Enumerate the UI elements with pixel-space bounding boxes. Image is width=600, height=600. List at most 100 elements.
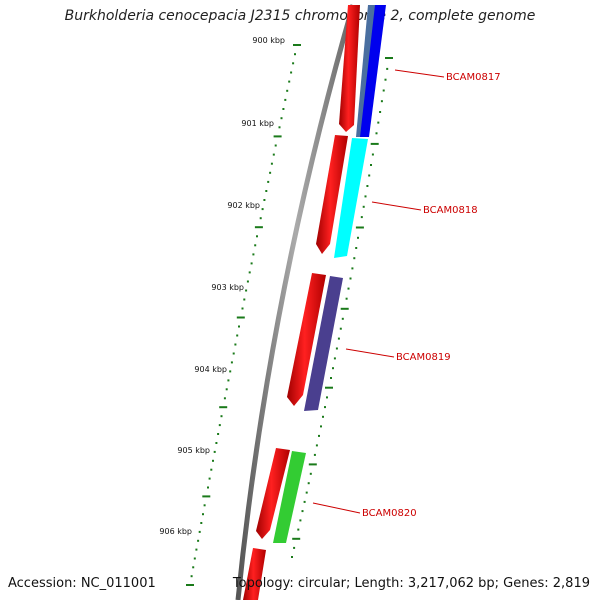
kbp-minor-tick — [208, 477, 211, 480]
gene-bar-bcam0820[interactable] — [273, 451, 306, 543]
track-tick — [362, 205, 365, 208]
kbp-minor-tick — [294, 53, 296, 56]
kbp-minor-tick — [269, 171, 272, 174]
gene-callouts — [312, 69, 445, 514]
kbp-minor-tick — [198, 530, 201, 533]
kbp-label-903: 903 kbp — [211, 283, 244, 292]
kbp-minor-tick — [234, 343, 237, 346]
track-tick — [297, 528, 300, 531]
track-tick — [340, 307, 349, 310]
kbp-minor-tick — [213, 450, 216, 453]
kbp-minor-tick — [225, 388, 228, 391]
track-tick — [330, 377, 332, 379]
track-tick — [326, 396, 328, 399]
track-tick — [339, 327, 342, 330]
kbp-minor-tick — [238, 325, 240, 328]
track-tick — [366, 185, 369, 187]
track-tick — [341, 317, 344, 320]
genome-summary-text: Topology: circular; Length: 3,217,062 bp… — [232, 576, 590, 591]
track-tick — [360, 216, 363, 219]
track-tick — [335, 347, 338, 350]
track-tick — [380, 100, 383, 103]
kbp-minor-tick — [227, 379, 230, 382]
track-tick — [345, 297, 348, 300]
track-tick — [384, 78, 387, 81]
gene-bar-bcam0818[interactable] — [334, 138, 368, 258]
gene-label-bcam0820[interactable]: BCAM0820 — [362, 508, 417, 519]
track-tick — [313, 453, 316, 456]
kbp-minor-tick — [220, 415, 223, 418]
kbp-minor-tick — [232, 352, 235, 355]
cds-red-1[interactable] — [339, 5, 360, 132]
kbp-label-906: 906 kbp — [159, 527, 192, 536]
track-tick — [371, 153, 374, 156]
kbp-minor-tick — [230, 361, 233, 364]
kbp-minor-tick — [200, 522, 203, 524]
kbp-minor-tick — [192, 566, 195, 569]
kbp-minor-tick — [284, 98, 287, 101]
track-tick — [379, 111, 382, 113]
kbp-minor-tick — [256, 235, 258, 238]
kbp-label-901: 901 kbp — [241, 119, 274, 128]
kbp-minor-tick — [203, 504, 206, 507]
track-tick — [308, 463, 317, 466]
track-tick — [364, 195, 367, 198]
kbp-minor-tick — [265, 190, 268, 192]
track-tick — [370, 164, 372, 166]
kbp-label-905: 905 kbp — [177, 446, 210, 455]
track-tick — [292, 537, 301, 540]
kbp-minor-tick — [272, 153, 275, 156]
kbp-minor-tick — [217, 433, 220, 435]
kbp-minor-tick — [193, 557, 196, 560]
track-tick — [349, 277, 352, 280]
callout-line-bcam0818 — [371, 201, 422, 211]
kbp-minor-tick — [190, 575, 193, 578]
kbp-minor-tick — [197, 539, 200, 542]
gene-label-bcam0817[interactable]: BCAM0817 — [446, 72, 501, 83]
track-tick — [301, 510, 304, 513]
gene-labels: BCAM0817 BCAM0818 BCAM0819 BCAM0820 — [362, 72, 501, 519]
track-tick — [377, 121, 380, 124]
gene-label-bcam0819[interactable]: BCAM0819 — [396, 352, 451, 363]
track-tick — [318, 434, 320, 437]
kbp-label-904: 904 kbp — [194, 365, 227, 374]
gene-bar-bcam0819[interactable] — [304, 276, 343, 411]
kbp-minor-tick — [236, 334, 239, 337]
kbp-minor-tick — [267, 180, 270, 183]
gene-label-bcam0818[interactable]: BCAM0818 — [423, 205, 478, 216]
kbp-minor-tick — [274, 144, 277, 147]
kbp-major-tick — [219, 406, 228, 409]
kbp-minor-tick — [286, 89, 289, 92]
kbp-major-tick — [186, 584, 194, 586]
track-tick — [299, 519, 302, 522]
kbp-minor-tick — [223, 397, 226, 400]
cds-red-2[interactable] — [316, 135, 348, 254]
kbp-minor-tick — [263, 199, 266, 201]
track-tick — [357, 236, 359, 239]
kbp-minor-tick — [245, 289, 248, 292]
cds-red-4[interactable] — [256, 448, 290, 539]
kbp-major-tick — [273, 135, 282, 138]
track-tick-marks — [291, 57, 393, 558]
kbp-minor-tick — [202, 513, 204, 516]
gene-bar-bcam0817[interactable] — [358, 5, 386, 137]
track-tick — [307, 482, 310, 485]
kbp-major-tick — [254, 226, 263, 229]
cds-red-5[interactable] — [243, 548, 266, 600]
track-tick — [322, 415, 324, 418]
kbp-ruler — [186, 44, 301, 586]
kbp-minor-tick — [290, 71, 293, 74]
track-tick — [386, 67, 389, 70]
kbp-minor-tick — [252, 253, 255, 256]
kbp-minor-tick — [259, 217, 262, 220]
track-tick — [309, 472, 312, 475]
track-tick — [370, 142, 379, 145]
cds-red-3[interactable] — [287, 273, 326, 406]
kbp-minor-tick — [270, 162, 273, 165]
track-tick — [293, 546, 296, 549]
kbp-minor-tick — [215, 442, 218, 444]
kbp-minor-tick — [292, 62, 295, 65]
kbp-minor-tick — [261, 208, 264, 211]
kbp-major-tick — [236, 316, 245, 319]
